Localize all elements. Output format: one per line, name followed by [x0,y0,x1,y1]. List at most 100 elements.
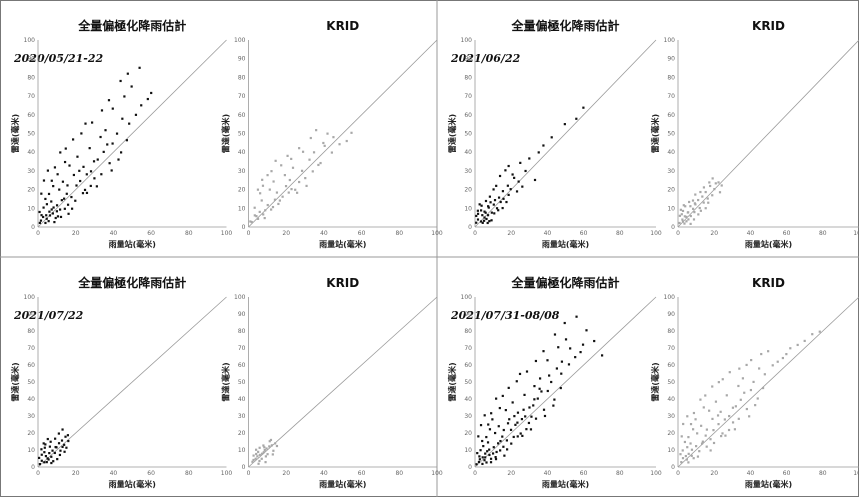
data-point [40,453,43,456]
data-point [96,158,99,161]
data-point [271,205,275,209]
scatter-plot-krid: KRID 0 20 40 60 80 100 0 10 20 30 40 50 60 70 80 90 100 雨量… [221,276,443,489]
data-point [278,199,281,202]
data-point [262,444,265,447]
data-point [323,144,326,147]
data-point [687,436,690,439]
data-point [115,132,119,135]
y-tick-label: 20 [27,187,35,194]
data-point [48,210,51,213]
data-point [304,177,307,180]
data-point [117,158,120,161]
data-point [552,404,555,407]
data-point [683,440,687,444]
data-point [803,339,806,343]
data-point [290,188,293,191]
data-points [679,330,821,464]
data-point [48,452,51,455]
data-point [506,422,510,425]
data-point [509,428,513,431]
data-point [527,421,531,425]
data-point [107,99,111,102]
data-point [291,166,295,169]
y-tick-label: 80 [667,328,675,335]
y-axis-label: 雷達(毫米) [10,114,20,153]
y-tick-label: 70 [238,345,246,352]
data-point [75,184,78,187]
data-point [484,456,487,459]
y-tick-label: 50 [667,131,675,138]
data-point [704,190,707,194]
data-point [50,461,53,465]
data-point [525,428,528,431]
data-point [264,455,267,458]
y-tick-label: 70 [667,345,675,352]
data-point [567,363,571,366]
data-point [63,450,66,453]
data-point [88,147,91,150]
data-point [475,463,478,466]
data-point [275,191,279,194]
data-point [734,405,737,408]
data-point [270,208,273,211]
data-point [689,205,692,208]
data-point [709,438,712,441]
data-point [524,415,527,418]
data-point [67,212,70,215]
y-tick-label: 30 [238,413,246,420]
data-point [569,347,572,350]
x-tick-label: 0 [473,230,477,237]
data-point [272,449,275,452]
data-point [125,139,129,142]
data-point [252,458,255,462]
y-tick-label: 0 [671,224,675,231]
data-point [516,435,519,438]
data-point [559,386,562,390]
data-point [720,434,723,438]
x-tick-label: 100 [650,470,662,477]
y-tick-label: 80 [238,74,246,81]
data-point [501,190,505,193]
data-point [261,178,264,181]
data-point [61,428,64,431]
y-tick-label: 0 [468,224,472,231]
data-point [479,209,483,212]
data-point [789,347,792,350]
y-axis-label: 雷達(毫米) [221,362,231,401]
x-tick-label: 0 [676,230,680,237]
data-point [505,439,508,442]
reference-line [474,39,657,228]
data-point [71,138,75,141]
x-tick-label: 100 [221,470,233,477]
data-point [686,415,689,418]
data-point [739,398,742,401]
data-point [488,453,491,457]
x-tick-label: 80 [185,230,193,237]
data-point [509,188,512,191]
data-point [283,174,286,177]
y-tick-label: 10 [238,205,246,212]
data-point [485,217,488,221]
data-point [274,159,277,162]
data-point [680,435,683,438]
x-tick-label: 20 [282,470,290,477]
x-tick-label: 40 [544,470,552,477]
data-point [40,459,43,462]
data-point [491,418,494,421]
x-tick-label: 0 [247,470,251,477]
y-tick-label: 0 [242,464,246,471]
data-point [51,449,54,452]
data-point [685,220,688,223]
data-point [56,215,60,218]
data-point [263,449,266,452]
data-point [294,188,297,191]
y-tick-label: 10 [27,447,35,454]
data-point [678,214,681,217]
data-point [486,214,490,217]
data-point [123,95,126,98]
y-tick-label: 100 [24,294,36,301]
data-point [524,169,527,173]
data-point [683,215,686,218]
x-tick-label: 100 [431,470,443,477]
data-point [40,214,43,217]
